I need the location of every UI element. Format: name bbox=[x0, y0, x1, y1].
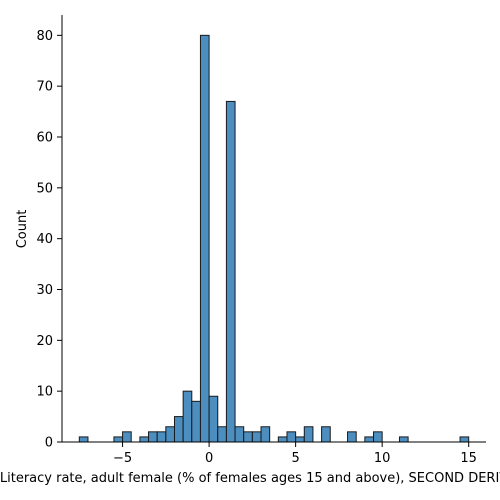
histogram-bar bbox=[364, 436, 375, 443]
y-tick-label: 0 bbox=[45, 436, 53, 451]
y-tick-label: 80 bbox=[36, 29, 53, 44]
histogram-bar bbox=[139, 436, 150, 443]
chart-axes bbox=[61, 15, 486, 443]
histogram-bar bbox=[459, 436, 470, 443]
y-tick-label: 30 bbox=[36, 283, 53, 298]
x-tick-label: 0 bbox=[205, 451, 213, 466]
histogram-bar bbox=[303, 426, 314, 443]
histogram-bar bbox=[122, 431, 132, 443]
histogram-bar bbox=[398, 436, 409, 443]
histogram-bar bbox=[321, 426, 331, 443]
histogram-bar bbox=[217, 426, 227, 443]
histogram-bar bbox=[295, 436, 305, 443]
x-ticks: −5 0 5 10 15 bbox=[113, 442, 477, 466]
y-tick-label: 40 bbox=[36, 232, 53, 247]
x-tick-label: 5 bbox=[291, 451, 299, 466]
histogram-bar bbox=[182, 390, 193, 443]
x-tick-label: 15 bbox=[460, 451, 477, 466]
histogram-bar bbox=[191, 400, 201, 443]
histogram-bar bbox=[251, 431, 262, 443]
y-axis-label: Count bbox=[15, 210, 30, 249]
x-tick-label: 10 bbox=[374, 451, 391, 466]
y-tick-label: 20 bbox=[36, 334, 53, 349]
histogram-bar bbox=[78, 436, 89, 443]
x-axis-label: Literacy rate, adult female (% of female… bbox=[0, 471, 500, 486]
histogram-bar bbox=[113, 436, 124, 443]
histogram-bar bbox=[225, 100, 236, 443]
histogram-bars bbox=[78, 34, 470, 443]
y-tick-label: 60 bbox=[36, 131, 53, 146]
histogram-bar bbox=[347, 431, 357, 443]
histogram-bar bbox=[277, 436, 288, 443]
y-ticks: 0 10 20 30 40 50 60 70 80 bbox=[36, 29, 62, 451]
histogram-bar bbox=[148, 431, 158, 443]
histogram-bar bbox=[156, 431, 167, 443]
histogram-bar bbox=[208, 395, 219, 443]
histogram-bar bbox=[260, 426, 271, 443]
y-tick-label: 70 bbox=[36, 80, 53, 95]
y-tick-label: 10 bbox=[36, 385, 53, 400]
histogram-bar bbox=[173, 416, 184, 443]
histogram-bar bbox=[234, 426, 245, 443]
histogram-bar bbox=[243, 431, 253, 443]
histogram-bar bbox=[286, 431, 297, 443]
x-tick-label: −5 bbox=[113, 451, 132, 466]
histogram-bar bbox=[165, 426, 175, 443]
histogram-bar bbox=[373, 431, 383, 443]
y-tick-label: 50 bbox=[36, 181, 53, 196]
histogram-bar bbox=[199, 34, 210, 443]
